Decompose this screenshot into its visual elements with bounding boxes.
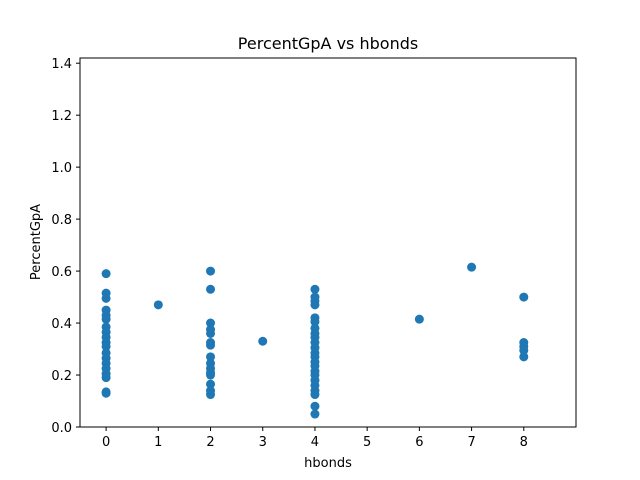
x-tick-label: 5 — [363, 435, 371, 450]
x-tick-label: 7 — [467, 435, 475, 450]
y-tick-label: 1.2 — [51, 109, 72, 124]
y-tick-label: 0.8 — [51, 213, 72, 228]
x-axis-label: hbonds — [304, 456, 352, 471]
scatter-point — [414, 314, 424, 324]
scatter-point — [101, 373, 111, 383]
chart-title: PercentGpA vs hbonds — [238, 34, 418, 53]
scatter-point — [467, 262, 477, 272]
y-tick-label: 1.4 — [51, 57, 72, 72]
scatter-point — [153, 300, 163, 310]
scatter-point — [206, 340, 216, 350]
y-tick-label: 0.4 — [51, 317, 72, 332]
scatter-point — [519, 292, 529, 302]
ticks-layer: 0 1 2 3 4 5 6 7 8 0.0 0.2 0.4 0.6 0.8 1.0 1.2 1.4 — [51, 57, 528, 450]
scatter-point — [310, 401, 320, 411]
scatter-point — [206, 370, 216, 380]
scatter-point — [206, 328, 216, 338]
x-tick-label: 3 — [259, 435, 267, 450]
scatter-point — [310, 409, 320, 419]
scatter-point — [519, 345, 529, 355]
x-tick-label: 4 — [311, 435, 319, 450]
scatter-point — [310, 390, 320, 400]
y-axis-label: PercentGpA — [29, 204, 44, 280]
scatter-point — [101, 341, 111, 351]
points-layer — [101, 262, 529, 419]
scatter-point — [519, 352, 529, 362]
x-tick-label: 6 — [415, 435, 423, 450]
scatter-point — [310, 300, 320, 310]
y-tick-label: 0.6 — [51, 265, 72, 280]
y-tick-label: 0.0 — [51, 421, 72, 436]
scatter-point — [310, 317, 320, 327]
x-tick-label: 2 — [206, 435, 214, 450]
scatter-point — [101, 293, 111, 303]
scatter-point — [101, 314, 111, 324]
scatter-point — [206, 318, 216, 328]
scatter-point — [101, 388, 111, 398]
plot-frame — [79, 57, 577, 428]
scatter-point — [206, 266, 216, 276]
x-tick-label: 1 — [154, 435, 162, 450]
scatter-point — [206, 379, 216, 389]
scatter-point — [258, 336, 268, 346]
scatter-point — [206, 390, 216, 400]
x-tick-label: 8 — [520, 435, 528, 450]
scatter-point — [206, 284, 216, 294]
scatter-point — [310, 284, 320, 294]
x-tick-label: 0 — [102, 435, 110, 450]
scatter-point — [101, 269, 111, 279]
y-tick-label: 0.2 — [51, 369, 72, 384]
scatter-point — [206, 352, 216, 362]
y-tick-label: 1.0 — [51, 161, 72, 176]
